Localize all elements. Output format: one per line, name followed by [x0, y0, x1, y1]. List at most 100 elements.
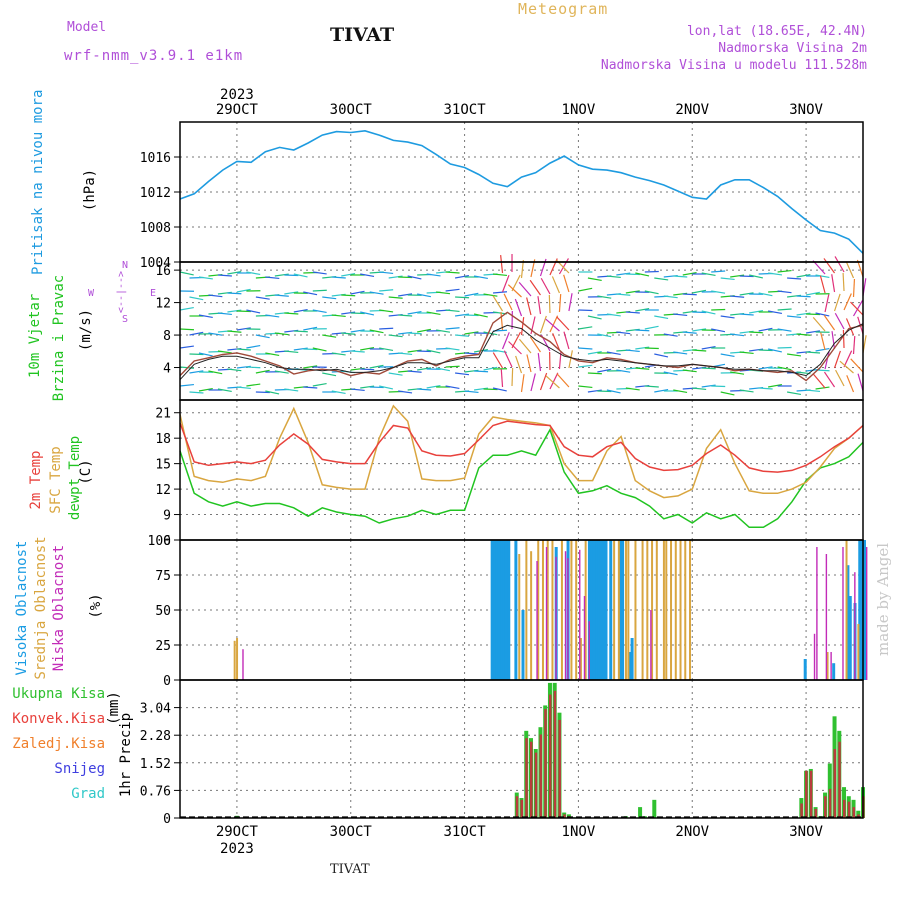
- wind-barb: [293, 273, 308, 278]
- cloud-bar: [575, 540, 578, 680]
- compass-south: S: [122, 314, 128, 325]
- wind-barb: [625, 311, 640, 314]
- precip-conv-bar: [563, 814, 566, 818]
- wind-barb: [529, 336, 541, 353]
- wind-barb: [787, 277, 802, 280]
- wind-barb: [587, 277, 602, 282]
- wind-barb: [284, 291, 299, 295]
- wind-barb: [625, 290, 640, 294]
- wind-barb: [179, 383, 194, 387]
- wind-barb: [768, 348, 782, 353]
- precip-conv-bar: [800, 803, 803, 818]
- wind-barb: [246, 309, 261, 314]
- wind-barb: [635, 329, 650, 332]
- wind-barb: [587, 315, 602, 320]
- wind-barb: [369, 364, 384, 369]
- wind-barb: [360, 385, 375, 389]
- ytick-label: 8: [163, 329, 171, 344]
- wind-barb: [616, 272, 631, 276]
- wind-barb: [246, 383, 261, 387]
- wind-barb: [208, 332, 223, 336]
- wind-barb: [739, 313, 754, 316]
- precip-conv-bar: [857, 814, 860, 818]
- ytick-label: 12: [155, 297, 171, 312]
- wind-barb: [341, 311, 356, 315]
- wind-barb: [835, 369, 845, 387]
- wind-barb: [369, 329, 384, 334]
- wind-barb: [796, 273, 811, 278]
- cloud-bar: [863, 540, 866, 680]
- cloud-bar: [536, 561, 538, 680]
- wind-barb: [284, 350, 299, 354]
- wind-barb: [350, 350, 365, 353]
- cloud-bar: [618, 540, 622, 680]
- wind-barb: [265, 352, 280, 357]
- wind-barb: [398, 314, 413, 317]
- cloud-bar: [858, 540, 862, 680]
- precip-conv-bar: [548, 694, 552, 818]
- cloud-bar: [602, 540, 606, 680]
- wind-barb: [616, 331, 631, 335]
- wind-barb: [417, 367, 432, 371]
- wind-barb: [768, 383, 783, 388]
- wind-barb: [284, 312, 299, 315]
- top-year-label: 2023: [220, 87, 254, 103]
- cloud-bar: [848, 596, 852, 680]
- meteogram-label: Meteogram: [518, 0, 609, 18]
- temp2m-line: [179, 420, 864, 473]
- wind-barb: [654, 353, 669, 358]
- wind-barb: [578, 287, 593, 292]
- wind-barb: [842, 272, 845, 292]
- cloud-bar: [627, 540, 630, 680]
- wind-barb: [701, 367, 716, 370]
- cloud-bar: [560, 540, 563, 680]
- cloud-bar: [233, 640, 236, 680]
- wind-barb: [274, 332, 289, 336]
- wind-barb: [227, 292, 242, 295]
- wind-barb: [473, 275, 488, 280]
- wind-barb: [322, 334, 337, 338]
- wind-barb: [398, 352, 413, 356]
- wind-barb: [823, 371, 836, 388]
- wind-barb: [545, 375, 560, 389]
- wind-barb: [360, 368, 375, 371]
- wind-barb: [379, 347, 394, 352]
- wind-barb: [682, 310, 697, 314]
- wind-barb: [388, 296, 403, 299]
- cloud-bar: [604, 540, 608, 680]
- cloud-bar: [832, 663, 836, 680]
- wind-barb: [635, 307, 650, 312]
- precip-conv-bar: [534, 752, 538, 818]
- ytick-label: 6: [163, 534, 171, 549]
- wind-barb: [417, 293, 432, 298]
- wind-barb: [824, 351, 830, 370]
- precip-total-bar: [652, 799, 657, 818]
- wind-barb: [597, 368, 612, 373]
- wind-barb: [749, 309, 764, 314]
- wind-barb: [246, 344, 261, 349]
- wind-barb: [474, 370, 489, 373]
- ytick-label: 75: [155, 569, 171, 584]
- wind-barb: [511, 367, 514, 387]
- wind-barb: [379, 327, 394, 330]
- wind-barb: [549, 258, 558, 276]
- compass-north: N: [122, 260, 128, 271]
- station-title: TIVAT: [330, 24, 395, 46]
- legend-frozen-rain: Zaledj.Kisa: [12, 736, 105, 752]
- wind-barb: [217, 350, 232, 354]
- ytick-label: 1008: [140, 221, 171, 236]
- precip-conv-bar: [558, 719, 561, 818]
- wind-barb: [274, 294, 289, 297]
- precip-conv-bar: [553, 690, 557, 818]
- wind-barb: [198, 352, 213, 357]
- wind-barb: [189, 331, 204, 336]
- wind-barb: [739, 351, 754, 355]
- wind-barb: [539, 315, 547, 334]
- cloud-bar: [628, 652, 632, 680]
- wind-barb: [236, 386, 251, 390]
- wind-barb: [758, 327, 773, 332]
- wind-barb: [692, 289, 707, 294]
- wind-barb: [464, 331, 479, 335]
- wind-barb: [189, 391, 204, 394]
- cloud-bar: [555, 556, 557, 680]
